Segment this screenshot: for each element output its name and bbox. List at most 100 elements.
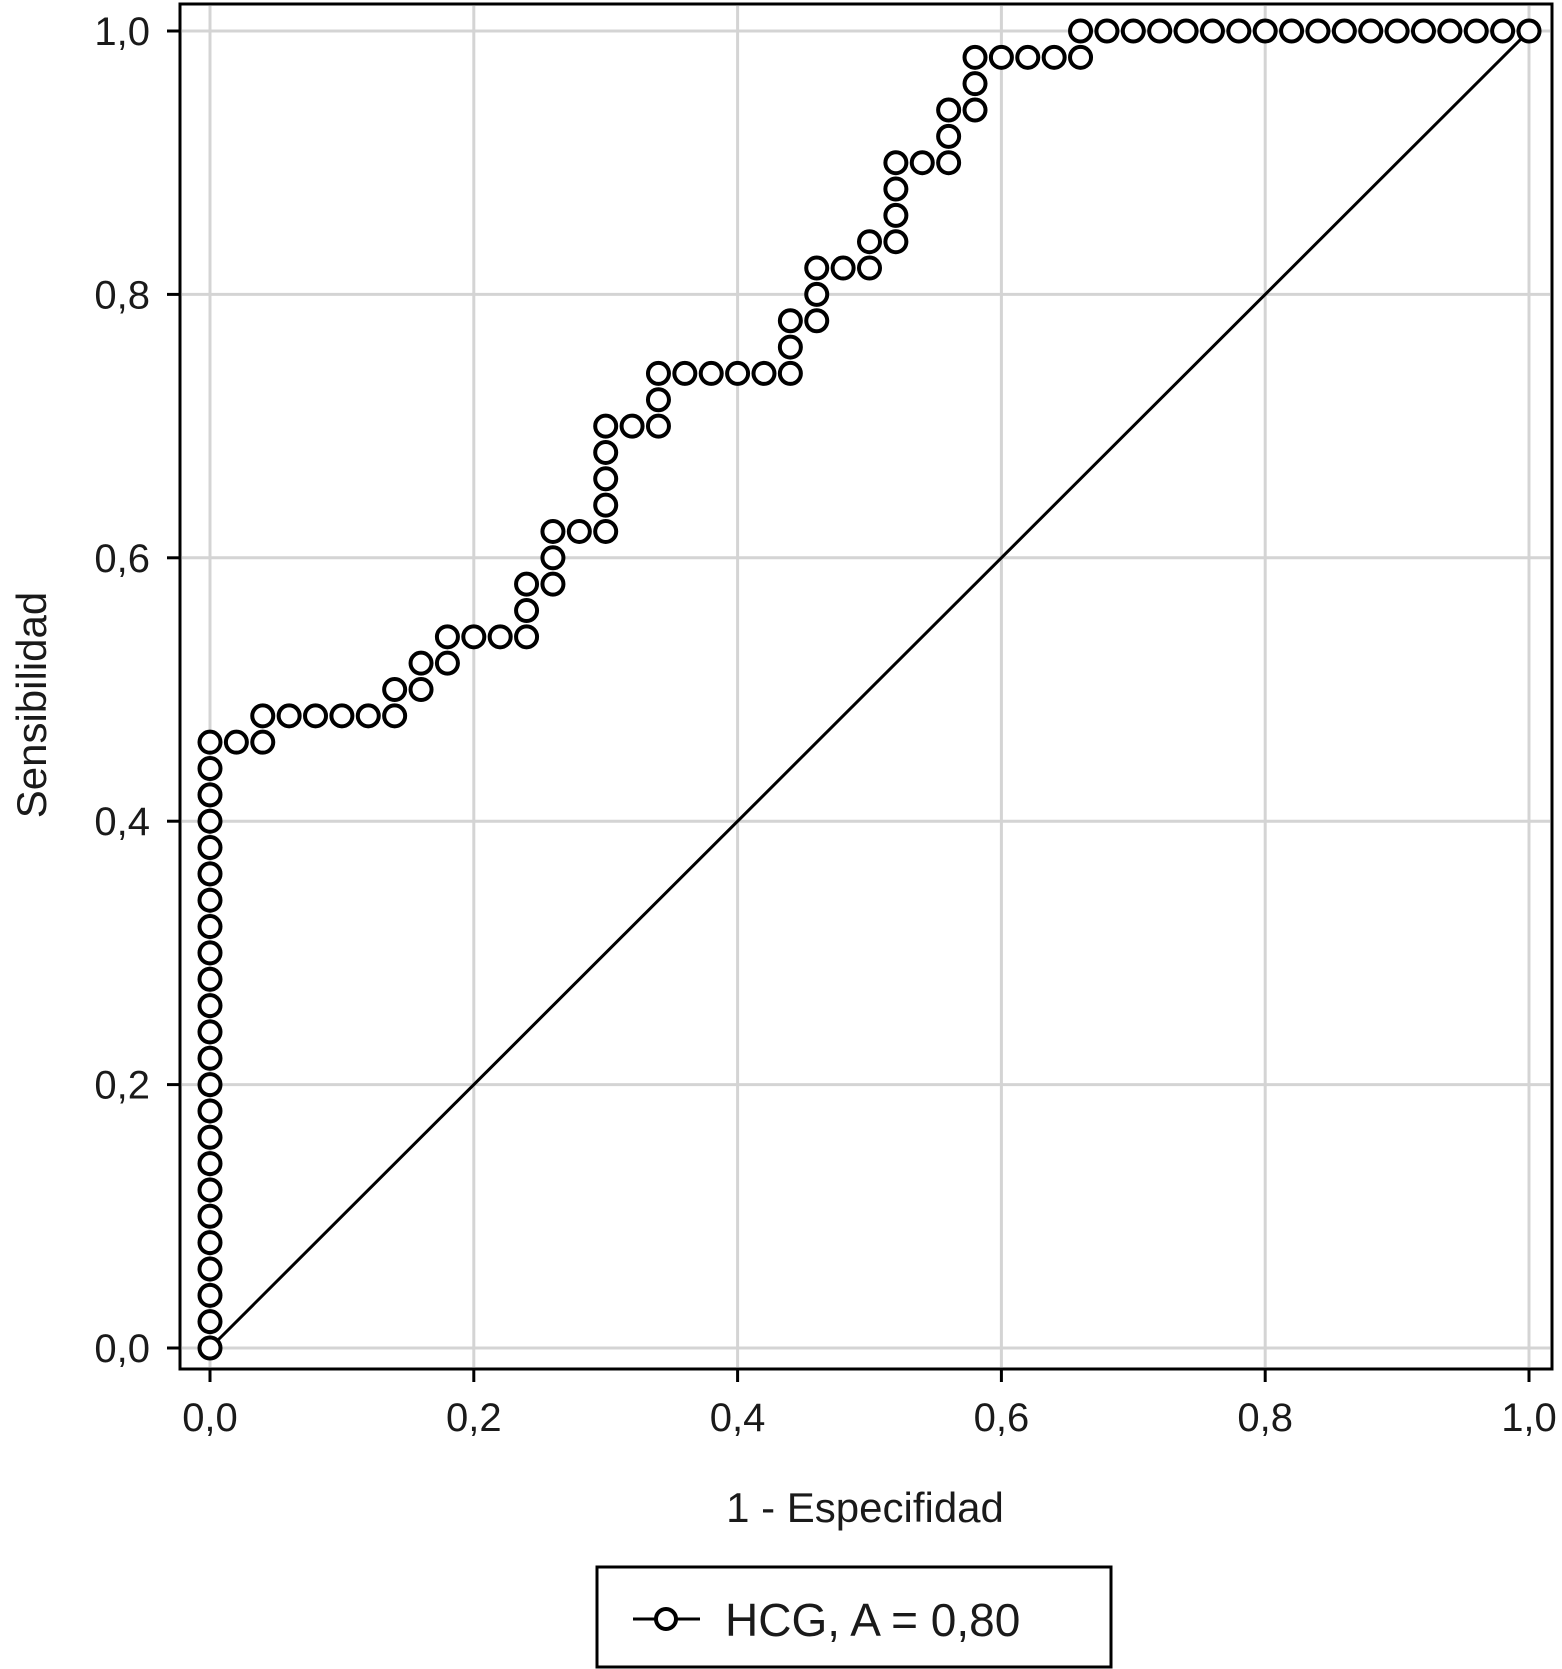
roc-point [197,1019,223,1045]
roc-point [408,650,434,676]
roc-point [197,1072,223,1098]
legend-box [595,1565,1113,1669]
roc-point [566,518,592,544]
roc-point [962,97,988,123]
roc-point [223,729,249,755]
x-tick-labels: 0,0 0,2 0,4 0,6 0,8 1,0 [182,1396,1557,1440]
roc-point [329,703,355,729]
roc-point [434,650,460,676]
roc-point [804,255,830,281]
legend: HCG, A = 0,80 [595,1565,1113,1669]
roc-point [197,1256,223,1282]
roc-point [988,44,1014,70]
roc-point [514,571,540,597]
roc-point [197,993,223,1019]
roc-point [645,413,671,439]
y-tick-labels: 0,0 0,2 0,4 0,6 0,8 1,0 [94,10,150,1371]
roc-point [303,703,329,729]
roc-point [197,1177,223,1203]
roc-point [408,677,434,702]
roc-point [197,887,223,913]
roc-point [883,150,909,176]
roc-point [1410,18,1436,44]
roc-point [382,677,408,702]
roc-point [197,1045,223,1071]
roc-point [197,1203,223,1229]
roc-point [1147,18,1173,44]
roc-point [197,914,223,940]
roc-point [883,202,909,228]
y-tick-label: 0,8 [94,273,150,317]
roc-point [751,360,777,386]
y-tick-label: 0,4 [94,800,150,844]
roc-point [593,466,619,492]
x-tick-label: 0,2 [446,1396,502,1440]
roc-point [804,308,830,334]
roc-point [672,360,698,386]
roc-point [487,624,513,650]
roc-point [197,729,223,755]
y-tick-label: 0,6 [94,537,150,581]
x-tick-label: 0,0 [182,1396,238,1440]
roc-point [197,782,223,808]
roc-point [1094,18,1120,44]
x-axis-title: 1 - Especifidad [726,1484,1004,1531]
roc-point [645,387,671,413]
roc-point [276,703,302,729]
y-tick-label: 1,0 [94,10,150,54]
roc-point [1358,18,1384,44]
roc-point [777,308,803,334]
roc-point [725,360,751,386]
roc-point [593,439,619,465]
grid-lines [182,6,1550,1367]
roc-point [540,518,566,544]
y-axis-title: Sensibilidad [8,592,55,819]
roc-point [619,413,645,439]
roc-point [1490,18,1516,44]
roc-point [1068,18,1094,44]
y-tick-label: 0,0 [94,1327,150,1371]
roc-point [382,703,408,729]
roc-point [250,729,276,755]
roc-point [1305,18,1331,44]
y-tick-label: 0,2 [94,1064,150,1108]
roc-point [197,1282,223,1308]
roc-point [883,229,909,255]
roc-point [1384,18,1410,44]
roc-point [593,413,619,439]
roc-point [777,360,803,386]
roc-point [883,176,909,202]
legend-label: HCG, A = 0,80 [725,1594,1020,1646]
series-layer [197,18,1542,1361]
roc-point [857,255,882,281]
roc-point [1015,44,1041,70]
roc-point [1120,18,1146,44]
roc-point [936,150,962,176]
roc-point [830,255,856,281]
roc-point [1463,18,1489,44]
roc-point [197,966,223,992]
roc-point [909,150,935,176]
roc-point [962,71,988,97]
x-tick-label: 0,8 [1237,1396,1293,1440]
roc-point [1331,18,1357,44]
roc-point [197,1309,223,1335]
roc-point [1437,18,1463,44]
roc-point [804,281,830,307]
roc-point [857,229,882,255]
roc-point [645,360,671,386]
roc-point [197,1230,223,1256]
roc-point [540,571,566,597]
roc-point [197,756,223,782]
roc-point [461,624,487,650]
roc-point [936,123,962,149]
roc-point [1279,18,1305,44]
roc-point [1226,18,1252,44]
roc-point [355,703,381,729]
x-tick-label: 1,0 [1501,1396,1557,1440]
roc-point [514,624,540,650]
roc-point [197,940,223,966]
reference-diagonal-line [208,29,1531,1350]
roc-point [1041,44,1067,70]
